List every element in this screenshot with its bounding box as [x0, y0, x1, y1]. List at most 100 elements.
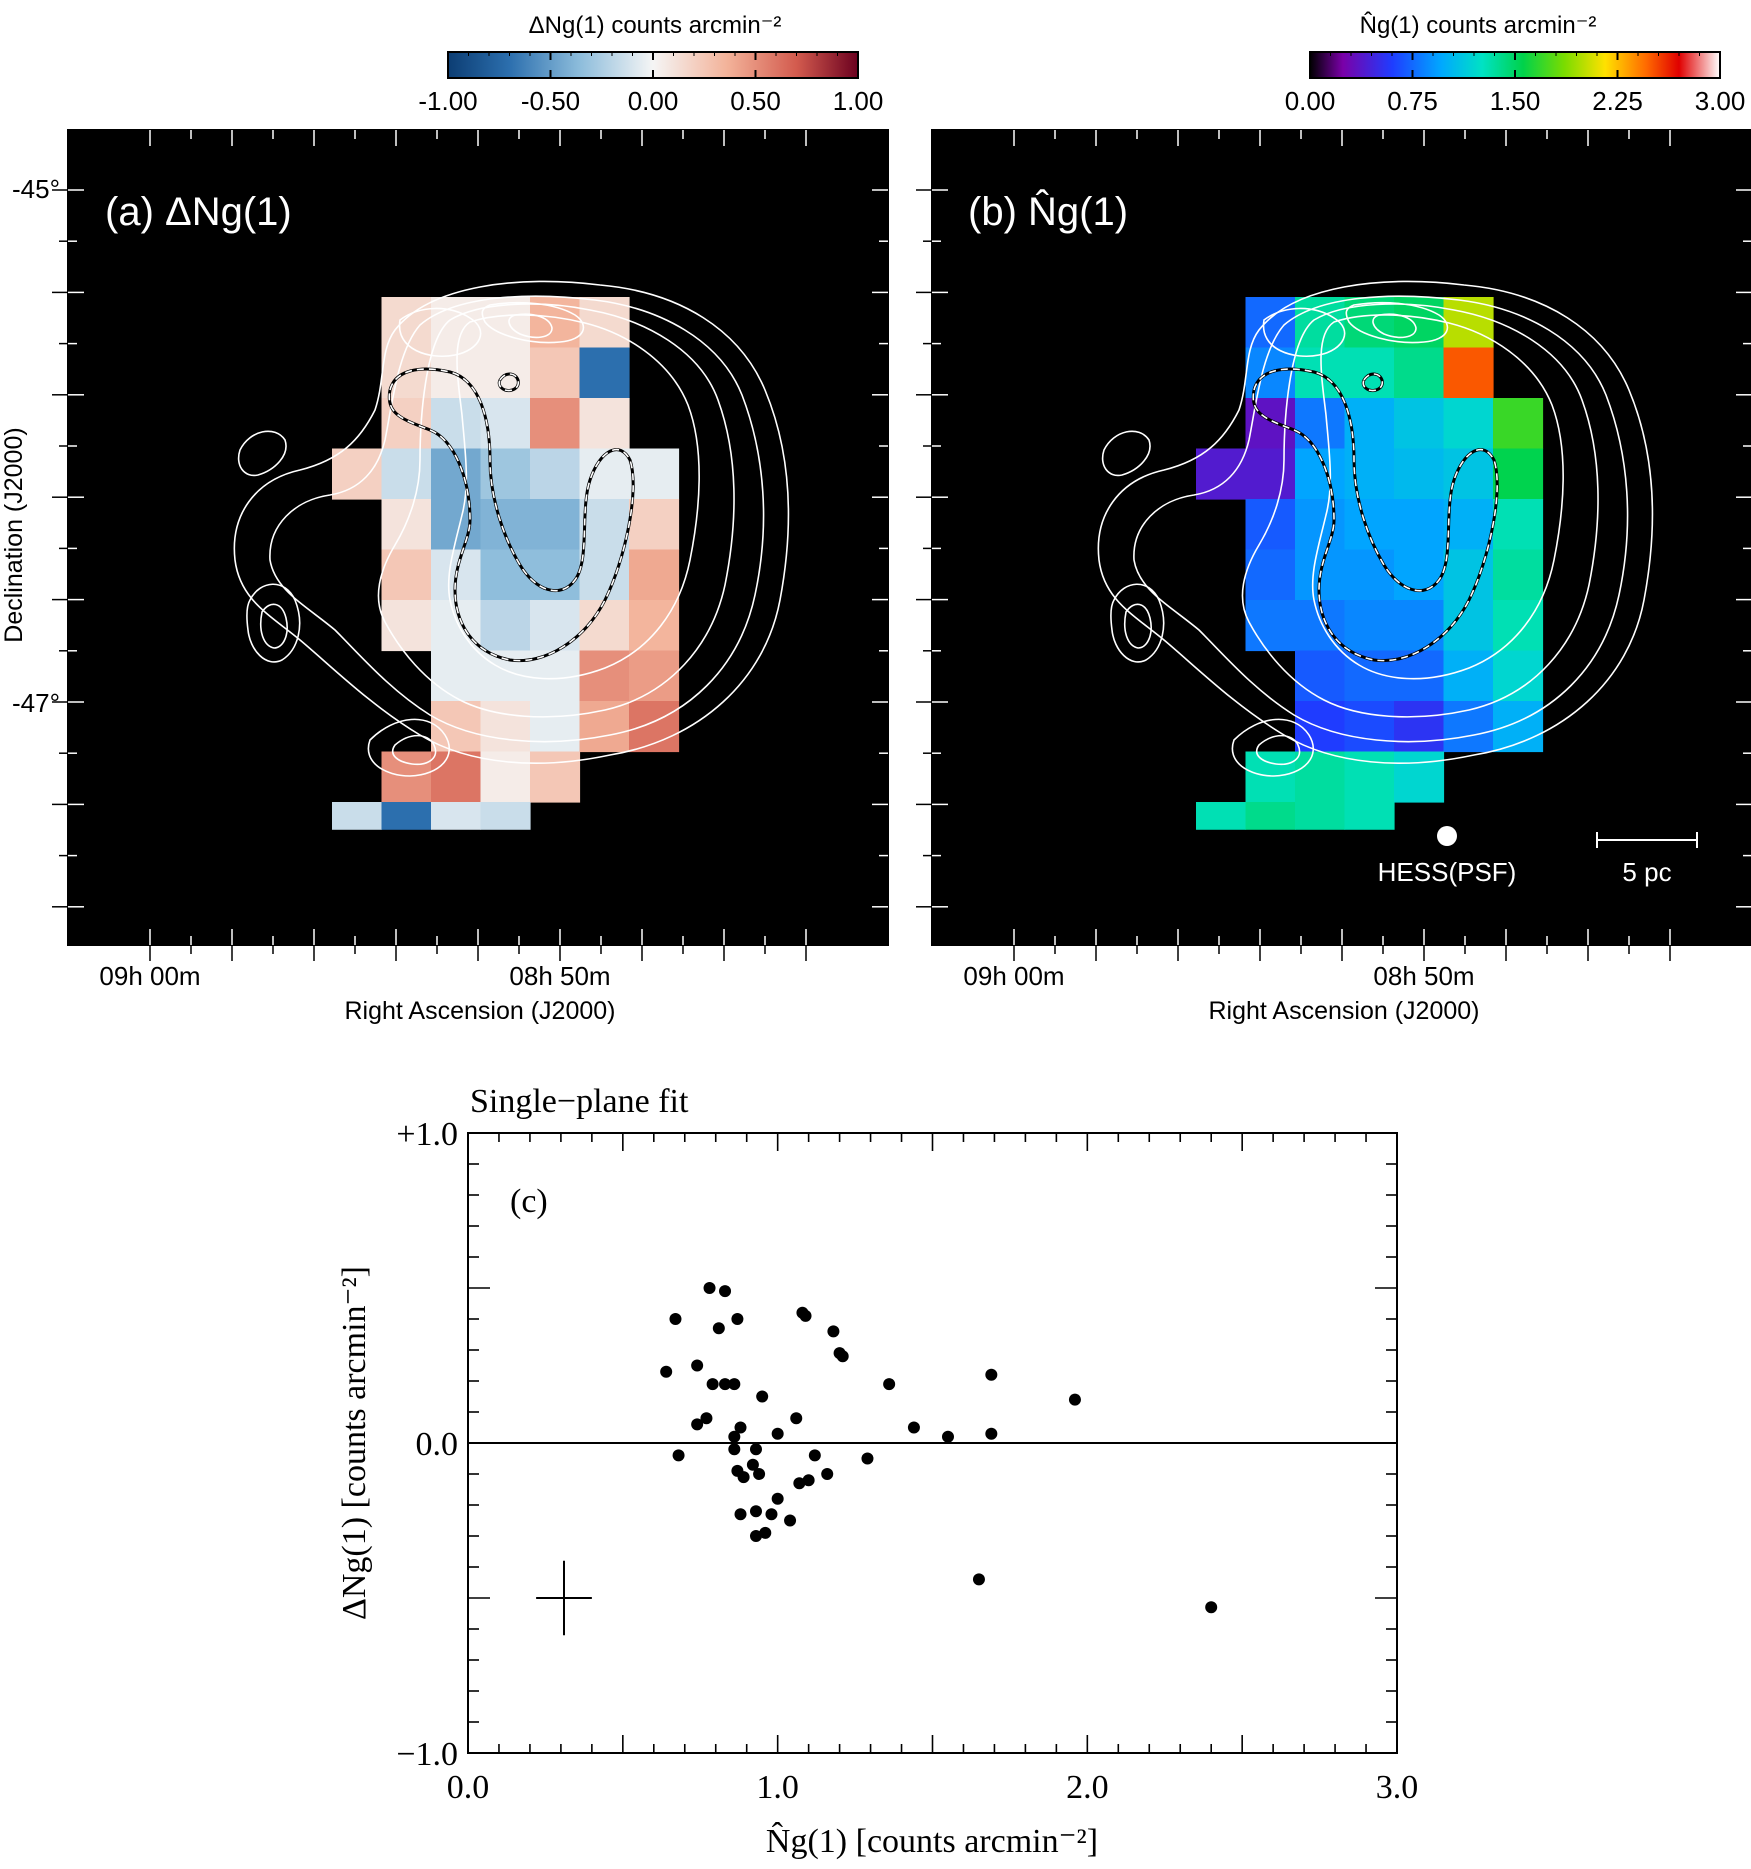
map-cell: [530, 701, 581, 753]
map-cell: [480, 701, 531, 753]
scatter-point: [759, 1526, 772, 1539]
map-cell: [629, 499, 680, 551]
map-cell: [579, 297, 630, 349]
map-cell: [1493, 600, 1544, 652]
panel-a: ΔNg(1) counts arcmin⁻² -1.00 -0.50 0.00 0.5…: [0, 12, 889, 1025]
scatter-point: [728, 1378, 741, 1391]
map-cell: [1394, 398, 1445, 450]
panel-c-label: (c): [510, 1183, 548, 1220]
panel-a-ylabel: Declination (J2000): [0, 427, 28, 642]
contour-line: [259, 603, 288, 649]
map-cell: [1493, 549, 1544, 601]
map-cell: [381, 751, 432, 803]
scatter-point: [706, 1378, 719, 1391]
map-cell: [332, 802, 383, 830]
scatter-point: [790, 1412, 803, 1425]
map-cell: [480, 549, 531, 601]
scatter-point: [756, 1390, 769, 1403]
scatter-point: [746, 1458, 759, 1471]
map-b-contours: [1097, 280, 1654, 777]
map-cell: [1493, 499, 1544, 551]
scatter-point: [1068, 1393, 1081, 1406]
colorbar-b-label: N̂g(1) counts arcmin⁻²: [1360, 11, 1597, 39]
panel-b-xlabel: Right Ascension (J2000): [1209, 997, 1480, 1025]
contour-line: [1101, 430, 1151, 477]
map-cell: [1394, 549, 1445, 601]
scatter-point: [728, 1443, 741, 1456]
contour-line: [447, 314, 700, 680]
map-cell: [431, 297, 482, 349]
panel-b: N̂g(1) counts arcmin⁻² 0.00 0.75 1.50 2.25 3…: [916, 11, 1751, 1025]
map-b-ticks: [916, 130, 1751, 961]
map-cell: [629, 600, 680, 652]
map-cell: [1344, 600, 1395, 652]
scatter-point: [821, 1468, 834, 1480]
map-cell: [1196, 802, 1247, 830]
map-cell: [1295, 751, 1346, 803]
contour-line: [398, 307, 482, 357]
contour-line: [1110, 583, 1165, 663]
map-cell: [629, 650, 680, 702]
map-cell: [1245, 549, 1296, 601]
scatter-point: [883, 1378, 896, 1391]
scatter-point: [719, 1285, 732, 1298]
y-tick-label: +1.0: [396, 1116, 458, 1153]
map-cell: [1394, 701, 1445, 753]
map-cell: [1394, 600, 1445, 652]
scatter-point: [941, 1430, 954, 1443]
scatter-point: [836, 1350, 849, 1363]
dashed-contour: [1252, 368, 1498, 662]
contour-line: [367, 718, 451, 777]
contour-line: [237, 430, 287, 477]
panel-c-title: Single−plane fit: [470, 1083, 689, 1120]
map-cell: [629, 701, 680, 753]
panel-c: Single−plane fit (c) 0.0 1.0 2.0 3.0 +1.0 0.0…: [336, 1083, 1418, 1860]
colorbar-tick-label: 1.00: [833, 86, 884, 116]
dashed-contour: [1362, 373, 1384, 392]
map-cell: [1443, 650, 1494, 702]
scatter-point: [731, 1313, 744, 1325]
map-a-cells: [332, 297, 680, 830]
contour-line: [1123, 603, 1152, 649]
map-cell: [1245, 448, 1296, 500]
map-cell: [579, 398, 630, 450]
scatter-point: [728, 1430, 741, 1443]
map-cell: [1344, 701, 1395, 753]
scatter-points: [660, 1282, 1218, 1614]
map-cell: [1493, 448, 1544, 500]
map-cell: [1245, 398, 1296, 450]
map-cell: [1394, 499, 1445, 551]
scatter-point: [771, 1492, 784, 1505]
colorbar-a-ticks: -1.00 -0.50 0.00 0.50 1.00: [418, 52, 883, 116]
scatter-point: [734, 1508, 747, 1521]
map-cell: [530, 549, 581, 601]
colorbar-tick-label: 0.75: [1387, 86, 1438, 116]
map-cell: [1443, 347, 1494, 399]
scatter-point: [907, 1421, 920, 1434]
y-tick-label: 0.0: [416, 1426, 459, 1463]
scatter-point: [719, 1378, 732, 1391]
map-cell: [381, 549, 432, 601]
panel-a-xlabel: Right Ascension (J2000): [345, 997, 616, 1025]
map-cell: [1344, 549, 1395, 601]
map-cell: [629, 448, 680, 500]
colorbar-tick-label: 2.25: [1592, 86, 1643, 116]
contour-line: [1241, 303, 1599, 718]
panel-c-ylabel: ΔNg(1) [counts arcmin⁻²]: [336, 1266, 373, 1620]
x-tick-label: 0.0: [447, 1769, 490, 1806]
scatter-point: [1205, 1601, 1218, 1614]
map-cell: [530, 448, 581, 500]
contour-line: [246, 583, 301, 663]
map-cell: [1295, 802, 1346, 830]
map-cell: [1443, 297, 1494, 349]
panel-b-label: (b) N̂g(1): [968, 188, 1128, 234]
colorbar-tick-label: -1.00: [418, 86, 477, 116]
map-cell: [1245, 802, 1296, 830]
map-a-contours: [233, 280, 790, 777]
colorbar-tick-label: 1.50: [1490, 86, 1541, 116]
scatter-point: [749, 1530, 762, 1542]
scatter-point: [793, 1477, 806, 1490]
panel-c-xlabel: N̂g(1) [counts arcmin⁻²]: [766, 1821, 1098, 1860]
contour-line: [1372, 313, 1417, 339]
